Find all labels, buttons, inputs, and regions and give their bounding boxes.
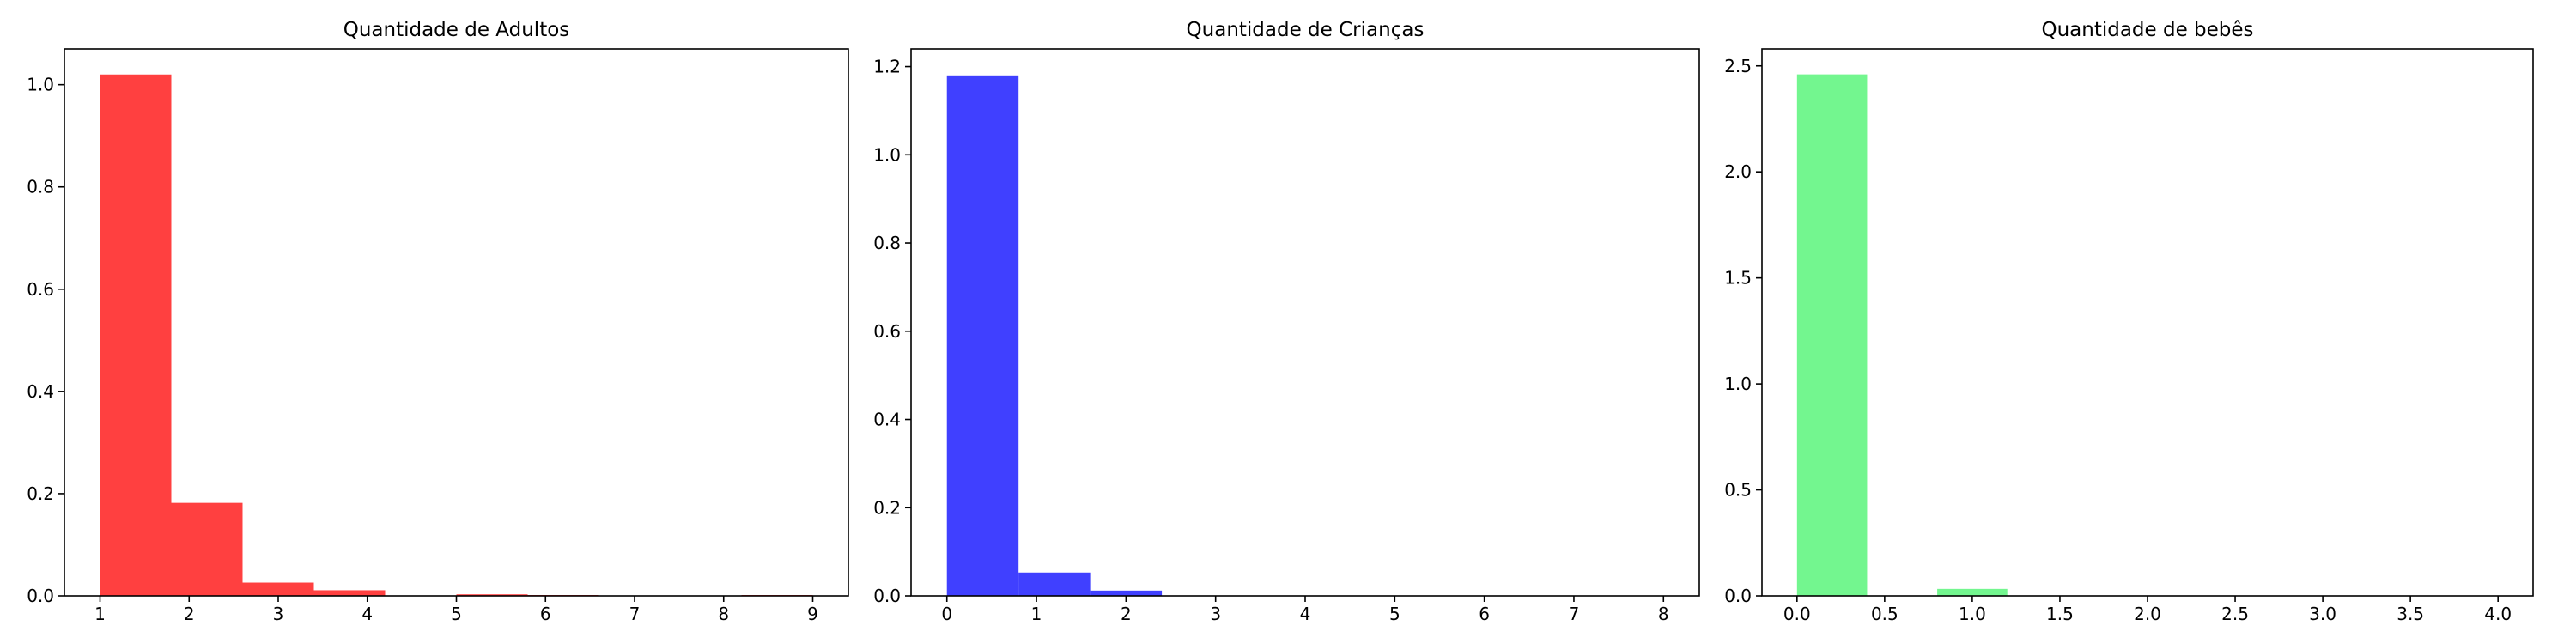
- subplot-3: 0.0 0.5 1.0 1.5 2.0 2.5 3.0 3.5 4.0 0.0 0.5 1.0 1.5 2…: [1724, 19, 2534, 624]
- x-tick-label: 2: [1121, 604, 1132, 624]
- x-tick-label: 7: [629, 604, 641, 624]
- x-tick-label: 1: [94, 604, 106, 624]
- x-tick-label: 3: [1210, 604, 1221, 624]
- histogram-bar: [100, 74, 172, 596]
- x-tick-label: 5: [1389, 604, 1400, 624]
- chart-title: Quantidade de Crianças: [1187, 19, 1425, 41]
- x-tick-label: 4.0: [2484, 604, 2512, 624]
- y-tick-label: 1.5: [1724, 268, 1752, 289]
- histogram-bar: [1937, 588, 2008, 596]
- x-tick-label: 9: [807, 604, 818, 624]
- x-tick-label: 1.5: [2046, 604, 2074, 624]
- histogram-bar: [946, 75, 1019, 597]
- x-tick-label: 1.0: [1959, 604, 1986, 624]
- y-tick-label: 2.0: [1724, 161, 1752, 182]
- histogram-bar: [456, 594, 528, 596]
- x-tick-label: 0.5: [1871, 604, 1899, 624]
- y-tick-label: 0.0: [27, 586, 54, 606]
- y-tick-label: 1.0: [873, 144, 901, 165]
- x-tick-label: 6: [540, 604, 551, 624]
- x-tick-label: 7: [1569, 604, 1580, 624]
- y-tick-label: 0.5: [1724, 480, 1752, 501]
- x-tick-label: 0.0: [1783, 604, 1811, 624]
- x-tick-label: 3: [273, 604, 284, 624]
- y-tick-label: 1.2: [873, 57, 901, 77]
- y-tick-label: 0.8: [27, 177, 54, 197]
- x-tick-label: 5: [451, 604, 462, 624]
- histogram-bar: [1090, 590, 1163, 596]
- x-tick-label: 3.0: [2309, 604, 2336, 624]
- y-tick-label: 0.0: [873, 586, 901, 606]
- subplot-2: 0 1 2 3 4 5 6 7 8 0.0 0.2 0.4 0.6 0.8 1.0 1.2 Quantidade…: [873, 19, 1700, 624]
- x-tick-label: 6: [1479, 604, 1490, 624]
- y-tick-label: 1.0: [27, 75, 54, 95]
- histogram-bar: [171, 502, 243, 596]
- chart-title: Quantidade de Adultos: [343, 19, 570, 41]
- y-tick-label: 0.2: [873, 497, 901, 518]
- y-tick-label: 0.0: [1724, 586, 1752, 606]
- x-tick-label: 8: [718, 604, 729, 624]
- subplot-1: 1 2 3 4 5 6 7 8 9 0.0 0.2 0.4 0.6 0.8 1.0 Quantidade de…: [27, 19, 849, 624]
- y-tick-label: 2.5: [1724, 56, 1752, 76]
- x-tick-label: 4: [1300, 604, 1311, 624]
- x-tick-label: 2: [184, 604, 195, 624]
- x-tick-label: 0: [941, 604, 952, 624]
- y-tick-label: 0.6: [27, 279, 54, 300]
- y-tick-label: 0.6: [873, 321, 901, 342]
- x-tick-label: 8: [1658, 604, 1669, 624]
- x-tick-label: 3.5: [2397, 604, 2424, 624]
- histogram-bar: [242, 582, 314, 596]
- x-tick-label: 4: [361, 604, 373, 624]
- y-tick-label: 0.4: [27, 381, 54, 402]
- y-tick-label: 0.8: [873, 233, 901, 253]
- y-tick-label: 0.4: [873, 410, 901, 430]
- histogram-bar: [313, 590, 386, 596]
- x-tick-label: 1: [1031, 604, 1042, 624]
- chart-title: Quantidade de bebês: [2041, 19, 2253, 41]
- histogram-bar: [1796, 74, 1868, 596]
- y-tick-label: 1.0: [1724, 374, 1752, 394]
- x-tick-label: 2.0: [2134, 604, 2161, 624]
- x-tick-label: 2.5: [2221, 604, 2249, 624]
- y-tick-label: 0.2: [27, 483, 54, 504]
- histogram-bar: [1018, 572, 1091, 596]
